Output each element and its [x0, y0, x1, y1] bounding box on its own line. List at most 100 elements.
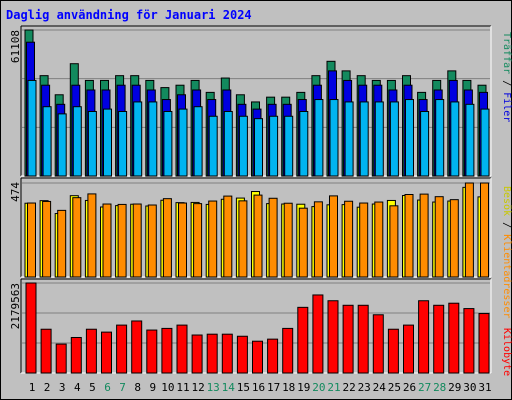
- x-tick-day-30: 30: [463, 381, 476, 394]
- bar-klientadresser-day-12: [193, 203, 203, 278]
- bar-kilobyte-day-1: [25, 282, 37, 374]
- bar-sidor-day-5: [87, 110, 97, 177]
- bar-kilobyte-day-18: [282, 327, 294, 374]
- bar-kilobyte-day-2: [40, 328, 52, 374]
- x-tick-day-21: 21: [327, 381, 340, 394]
- x-tick-day-2: 2: [44, 381, 51, 394]
- bar-kilobyte-day-14: [221, 333, 233, 374]
- x-tick-day-24: 24: [373, 381, 387, 394]
- bar-kilobyte-day-15: [236, 335, 248, 374]
- x-tick-day-12: 12: [191, 381, 204, 394]
- x-tick-day-8: 8: [134, 381, 141, 394]
- y-max-label-hits: 61108: [9, 30, 22, 63]
- bar-sidor-day-27: [420, 110, 430, 177]
- bar-klientadresser-day-17: [268, 197, 278, 278]
- bar-klientadresser-day-4: [72, 197, 82, 278]
- bar-sidor-day-24: [374, 101, 384, 177]
- x-tick-day-5: 5: [89, 381, 96, 394]
- x-tick-day-6: 6: [104, 381, 111, 394]
- bar-sidor-day-26: [405, 99, 414, 177]
- bar-klientadresser-day-22: [344, 200, 354, 278]
- bar-kilobyte-day-24: [372, 314, 384, 374]
- x-tick-day-31: 31: [478, 381, 491, 394]
- bar-sidor-day-15: [238, 115, 248, 177]
- bar-sidor-day-23: [359, 101, 369, 177]
- x-tick-day-14: 14: [222, 381, 236, 394]
- bar-kilobyte-day-6: [101, 331, 112, 374]
- x-tick-day-18: 18: [282, 381, 295, 394]
- bar-kilobyte-day-21: [327, 300, 339, 374]
- x-tick-day-4: 4: [74, 381, 81, 394]
- bar-sidor-day-4: [72, 106, 82, 177]
- bar-klientadresser-day-26: [404, 194, 414, 278]
- bar-kilobyte-day-3: [55, 343, 67, 374]
- bar-kilobyte-day-26: [403, 324, 414, 374]
- x-tick-day-28: 28: [433, 381, 446, 394]
- bar-kilobyte-day-27: [418, 300, 430, 374]
- x-tick-day-26: 26: [403, 381, 416, 394]
- bar-klientadresser-day-21: [329, 195, 338, 278]
- bar-klientadresser-day-5: [87, 193, 97, 278]
- x-tick-day-10: 10: [161, 381, 174, 394]
- x-tick-day-20: 20: [312, 381, 325, 394]
- bar-klientadresser-day-3: [57, 209, 67, 278]
- bar-kilobyte-day-23: [357, 304, 369, 374]
- bar-kilobyte-day-4: [70, 336, 82, 374]
- bar-sidor-day-1: [27, 79, 37, 177]
- x-tick-day-13: 13: [207, 381, 220, 394]
- y-labels: 61108 474 2179563: [9, 30, 22, 329]
- legend-bottom: Kilobyte: [501, 328, 512, 376]
- bar-klientadresser-day-16: [253, 194, 263, 278]
- bar-kilobyte-day-31: [478, 313, 490, 374]
- y-max-label-kilobytes: 2179563: [9, 283, 22, 329]
- bar-kilobyte-day-22: [342, 304, 354, 374]
- x-tick-day-25: 25: [388, 381, 401, 394]
- bar-klientadresser-day-18: [283, 202, 293, 278]
- bar-kilobyte-day-28: [433, 304, 445, 374]
- bar-sidor-day-2: [42, 106, 52, 177]
- x-tick-day-9: 9: [149, 381, 156, 394]
- bar-sidor-day-12: [193, 106, 203, 177]
- bar-klientadresser-day-14: [223, 195, 233, 278]
- bar-sidor-day-13: [208, 115, 218, 177]
- bar-sidor-day-29: [450, 101, 460, 177]
- x-tick-day-7: 7: [119, 381, 126, 394]
- x-tick-day-27: 27: [418, 381, 431, 394]
- bar-kilobyte-day-19: [297, 306, 309, 374]
- bar-kilobyte-day-11: [176, 324, 188, 374]
- bar-klientadresser-day-28: [434, 196, 444, 278]
- bars: [24, 29, 490, 374]
- bar-kilobyte-day-12: [191, 334, 203, 374]
- bar-kilobyte-day-25: [387, 328, 399, 374]
- x-tick-day-22: 22: [342, 381, 355, 394]
- x-tick-day-1: 1: [29, 381, 36, 394]
- bar-sidor-day-6: [103, 108, 112, 177]
- bar-kilobyte-day-30: [463, 308, 475, 374]
- bar-sidor-day-10: [163, 110, 173, 177]
- x-tick-day-19: 19: [297, 381, 310, 394]
- bar-kilobyte-day-17: [267, 338, 279, 374]
- legend-sep-top: /: [501, 80, 512, 86]
- legend-top: Träffar / Filer: [501, 32, 512, 122]
- bar-klientadresser-day-13: [208, 200, 218, 278]
- bar-kilobyte-day-13: [206, 333, 218, 374]
- bar-sidor-day-19: [299, 110, 309, 177]
- bar-klientadresser-day-2: [42, 200, 52, 278]
- bar-klientadresser-day-15: [238, 200, 248, 278]
- bar-klientadresser-day-6: [102, 203, 112, 278]
- bar-klientadresser-day-9: [147, 204, 157, 278]
- bar-sidor-day-21: [329, 99, 339, 177]
- bar-kilobyte-day-8: [131, 320, 143, 374]
- bar-kilobyte-day-16: [252, 340, 263, 374]
- x-tick-day-17: 17: [267, 381, 280, 394]
- bar-kilobyte-day-10: [161, 327, 173, 374]
- bar-klientadresser-day-25: [389, 205, 399, 278]
- bar-klientadresser-day-11: [178, 202, 187, 278]
- bar-klientadresser-day-27: [419, 193, 429, 278]
- bar-sidor-day-14: [223, 110, 233, 177]
- bar-kilobyte-day-9: [146, 329, 158, 374]
- bar-sidor-day-18: [284, 115, 294, 177]
- bar-kilobyte-day-20: [312, 294, 324, 374]
- legend-klientadresser: Klientadresser: [501, 234, 512, 318]
- bar-klientadresser-day-31: [480, 182, 489, 278]
